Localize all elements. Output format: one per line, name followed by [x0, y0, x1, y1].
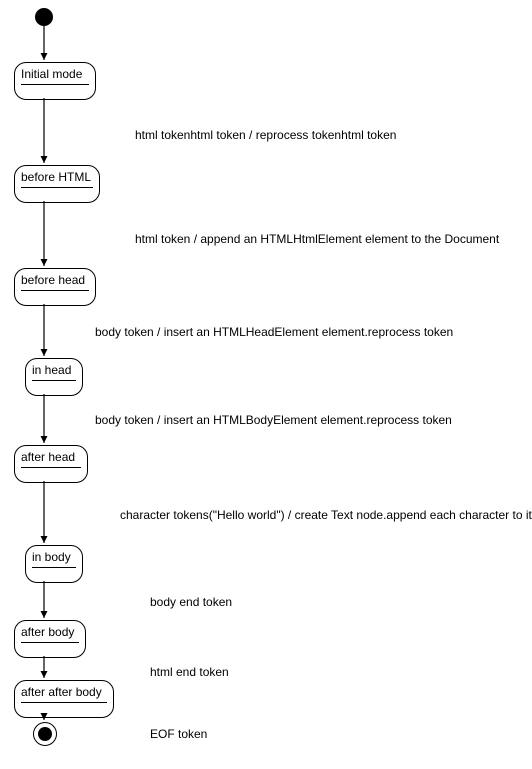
- edge-label: body token / insert an HTMLBodyElement e…: [95, 413, 452, 427]
- state-label: before HTML: [21, 170, 93, 184]
- state-initial-mode: Initial mode: [14, 62, 96, 100]
- state-label: after after body: [21, 685, 107, 699]
- state-before-html: before HTML: [14, 165, 100, 203]
- edge-label: html end token: [150, 665, 229, 679]
- state-divider: [21, 187, 93, 188]
- state-label: in head: [32, 363, 76, 377]
- state-divider: [32, 380, 76, 381]
- edge-label: body end token: [150, 595, 232, 609]
- state-diagram: Initial mode before HTML before head in …: [0, 0, 532, 769]
- final-node: [33, 722, 57, 746]
- state-after-head: after head: [14, 445, 88, 483]
- state-label: before head: [21, 273, 89, 287]
- state-after-body: after body: [14, 620, 86, 658]
- state-before-head: before head: [14, 268, 96, 306]
- final-node-inner: [38, 727, 52, 741]
- state-label: Initial mode: [21, 67, 89, 81]
- edge-label: character tokens("Hello world") / create…: [120, 508, 532, 522]
- state-in-body: in body: [25, 545, 83, 583]
- state-divider: [21, 702, 107, 703]
- state-after-after-body: after after body: [14, 680, 114, 718]
- state-divider: [21, 290, 89, 291]
- state-in-head: in head: [25, 358, 83, 396]
- edge-label: html token / append an HTMLHtmlElement e…: [135, 232, 499, 246]
- initial-node: [35, 8, 53, 26]
- state-label: after body: [21, 625, 79, 639]
- edge-label: html tokenhtml token / reprocess tokenht…: [135, 128, 396, 142]
- state-divider: [21, 467, 81, 468]
- state-divider: [21, 642, 79, 643]
- state-label: in body: [32, 550, 76, 564]
- state-divider: [21, 84, 89, 85]
- edge-label: EOF token: [150, 727, 207, 741]
- edge-label: body token / insert an HTMLHeadElement e…: [95, 325, 453, 339]
- state-label: after head: [21, 450, 81, 464]
- state-divider: [32, 567, 76, 568]
